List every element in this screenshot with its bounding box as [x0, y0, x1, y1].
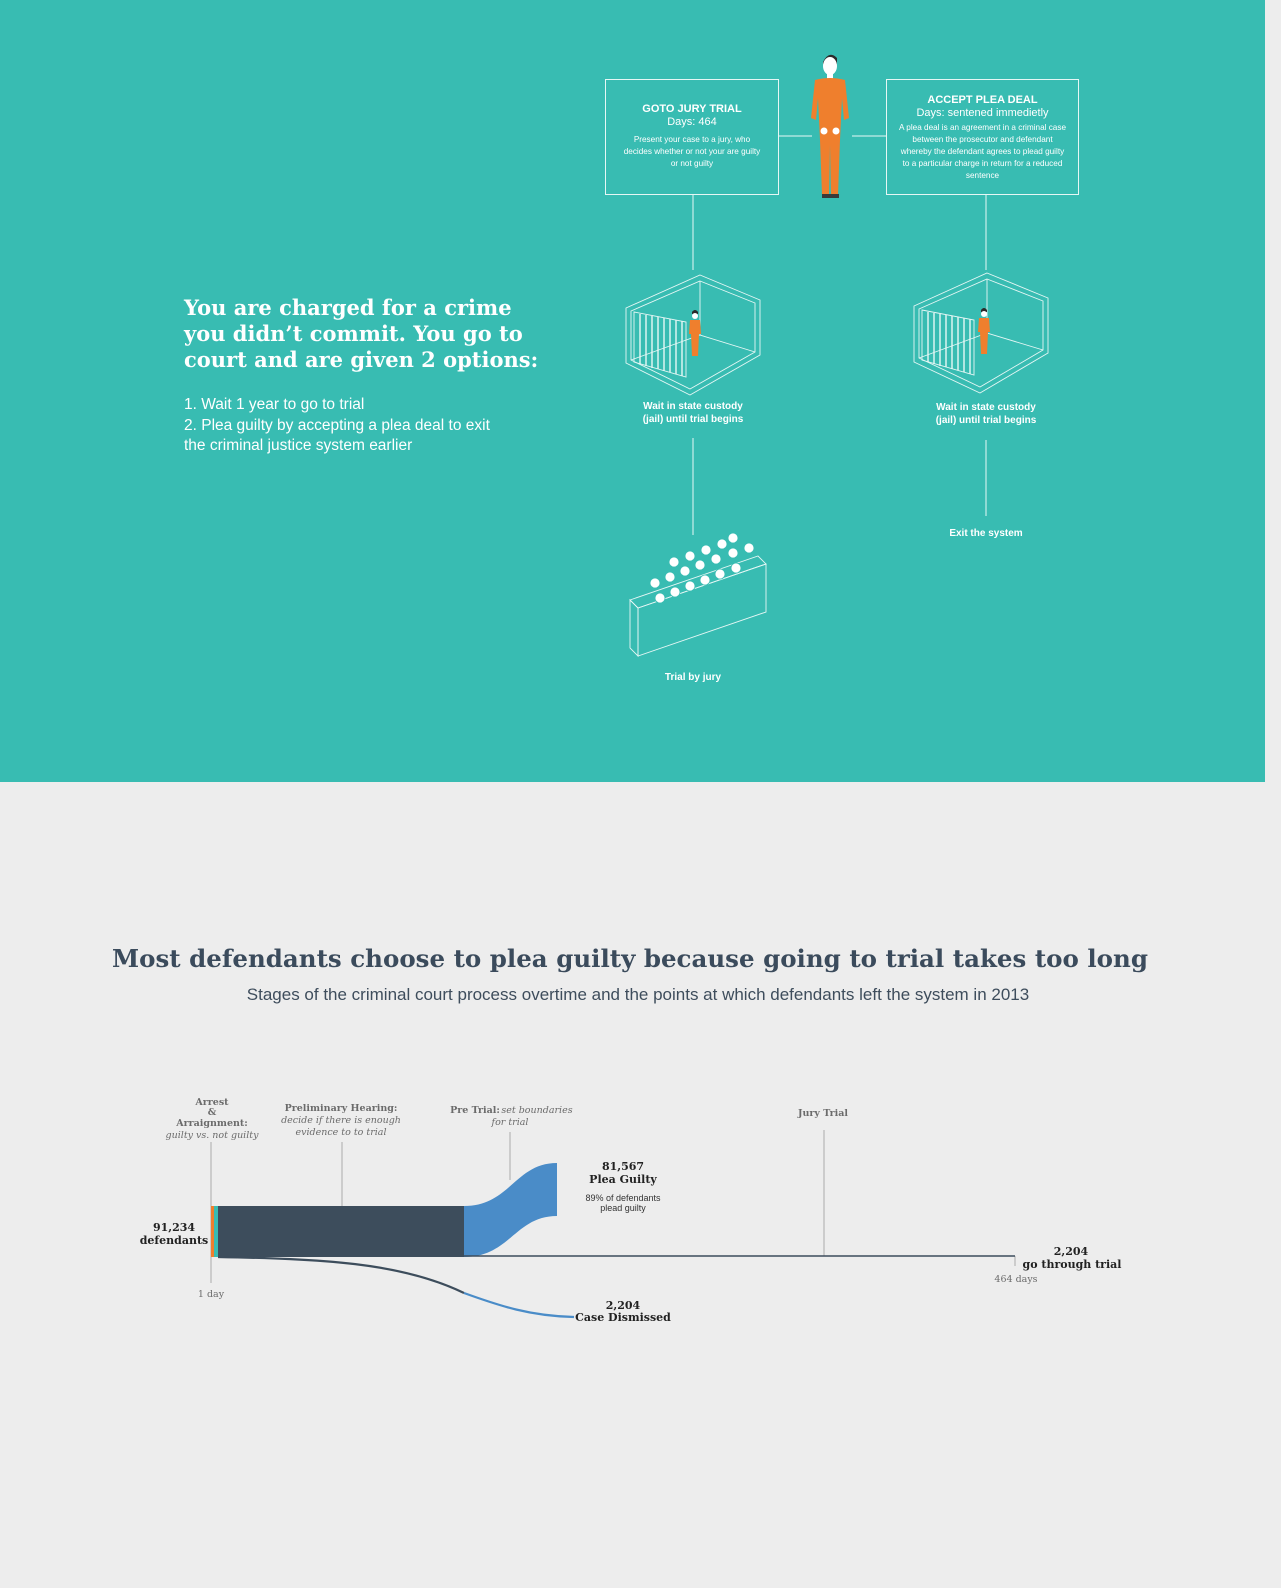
scenario-options: 1. Wait 1 year to go to trial 2. Plea gu… [184, 395, 544, 457]
start-value: 91,234 [153, 1221, 195, 1234]
chart-subtitle: Stages of the criminal court process ove… [246, 985, 1030, 1004]
start-day-label: 1 day [198, 1289, 225, 1300]
dismissed-label: Case Dismissed [575, 1311, 671, 1324]
plea-deal-box: ACCEPT PLEA DEAL Days: sentened immediet… [886, 79, 1079, 195]
scenario-intro: You are charged for a crime you didn’t c… [184, 295, 544, 457]
end-day-label: 464 days [994, 1274, 1037, 1285]
plea-guilty-flow [464, 1163, 557, 1257]
trial-by-jury-label: Trial by jury [664, 672, 722, 683]
prisoner-icon [689, 310, 701, 356]
jury-trial-days: Days: 464 [667, 116, 717, 128]
jail-cell-icon [913, 272, 1049, 394]
main-flow-band [218, 1206, 464, 1257]
jail-cell-icon [625, 274, 761, 396]
stage-label-arrest-2: & [208, 1107, 217, 1118]
plea-deal-days: Days: sentened immedietly [916, 107, 1049, 119]
chart-panel [0, 782, 1281, 1588]
jury-trial-box: GOTO JURY TRIAL Days: 464 Present your c… [605, 79, 779, 195]
plea-custody-line-2: (jail) until trial begins [935, 414, 1037, 426]
start-label: defendants [140, 1234, 209, 1247]
plea-custody-label: Wait in state custody (jail) until trial… [906, 402, 1066, 427]
stage-label-arrest-1: Arrest [194, 1097, 229, 1108]
option-1-text: 1. Wait 1 year to go to trial [184, 396, 365, 413]
stage-note-arrest: guilty vs. not guilty [166, 1130, 260, 1141]
chart-title: Most defendants choose to plea guilty be… [112, 944, 1148, 973]
plea-deal-title: ACCEPT PLEA DEAL [927, 94, 1038, 106]
plea-guilty-note-1: 89% of defendants [585, 1193, 661, 1203]
defendant-icon [811, 54, 849, 198]
plea-guilty-note-2: plead guilty [600, 1203, 646, 1213]
dismissed-value: 2,204 [606, 1299, 641, 1312]
stage-note-preliminary-2: evidence to to trial [295, 1127, 386, 1138]
jury-custody-line-1: Wait in state custody [643, 401, 743, 412]
stage-label-preliminary: Preliminary Hearing: [285, 1103, 398, 1114]
plea-guilty-label: Plea Guilty [589, 1173, 657, 1186]
jury-trial-title: GOTO JURY TRIAL [642, 103, 742, 115]
dismissed-flow-dark [217, 1255, 465, 1294]
jury-trial-description: Present your case to a jury, who decides… [623, 135, 761, 168]
plea-guilty-value: 81,567 [602, 1160, 644, 1173]
prisoner-icon [978, 308, 990, 354]
exit-system-label: Exit the system [949, 528, 1023, 539]
stage-note-pretrial-1: set boundaries [501, 1105, 572, 1116]
jury-custody-label: Wait in state custody (jail) until trial… [613, 401, 773, 426]
stage-flow-chart: Arrest & Arraignment: guilty vs. not gui… [140, 1097, 1122, 1324]
trial-label: go through trial [1023, 1258, 1122, 1271]
stage-label-jury: Jury Trial [797, 1108, 848, 1119]
dismissed-flow-blue [463, 1291, 575, 1319]
option-2-text: 2. Plea guilty by accepting a plea deal … [184, 416, 490, 434]
plea-custody-line-1: Wait in state custody [936, 402, 1036, 413]
stage-label-pretrial: Pre Trial: [450, 1105, 500, 1116]
stage-label-arrest-3: Arraignment: [175, 1118, 248, 1129]
trial-value: 2,204 [1054, 1245, 1089, 1258]
start-band-orange [211, 1206, 214, 1257]
start-band-teal [214, 1206, 218, 1257]
scenario-title: You are charged for a crime you didn’t c… [184, 295, 539, 372]
scenario-panel [0, 0, 1265, 782]
jury-custody-line-2: (jail) until trial begins [642, 413, 744, 425]
stage-note-preliminary-1: decide if there is enough [281, 1115, 401, 1126]
option-2-text-cont: the criminal justice system earlier [184, 437, 413, 454]
jury-box-icon [629, 532, 767, 658]
stage-note-pretrial-2: for trial [491, 1117, 529, 1128]
flow-illustration [625, 54, 1049, 658]
plea-deal-description: A plea deal is an agreement in a crimina… [898, 123, 1067, 180]
